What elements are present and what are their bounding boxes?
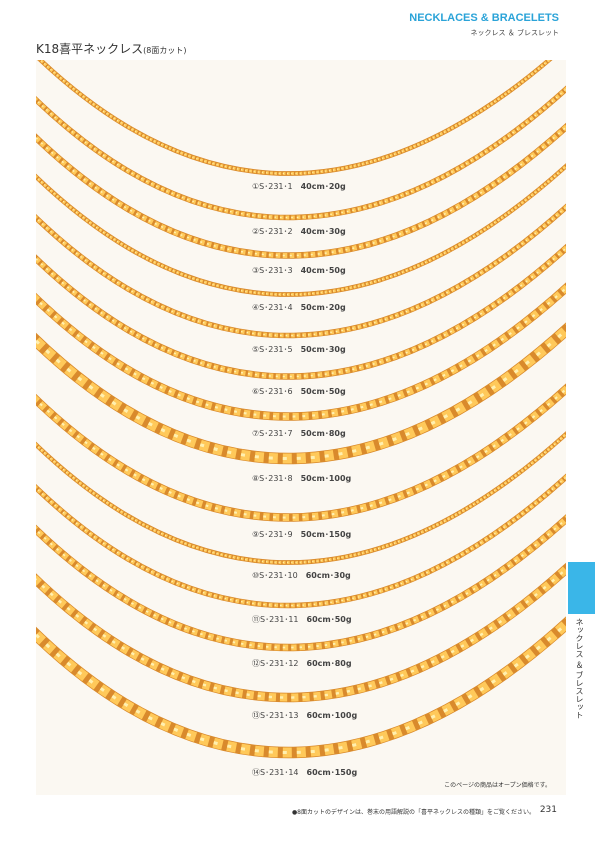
chain-shine xyxy=(36,206,566,337)
item-label: ⑤S･231･5 50cm･30g xyxy=(252,344,346,355)
item-number: ⑩ xyxy=(252,571,260,580)
item-number: ⑨ xyxy=(252,530,260,539)
item-number: ⑪ xyxy=(252,615,260,624)
chain-shine xyxy=(36,387,566,519)
item-number: ⑦ xyxy=(252,429,260,438)
price-note: このページの商品はオープン価格です。 xyxy=(444,782,551,789)
item-code: S･231･10 xyxy=(259,571,298,580)
item-spec: 50cm･150g xyxy=(300,530,352,539)
item-code: S･231･1 xyxy=(259,182,293,191)
chain-shine xyxy=(36,567,566,699)
chain-shine xyxy=(36,88,566,219)
item-label: ⑬S･231･13 60cm･100g xyxy=(252,710,357,721)
item-spec: 50cm･20g xyxy=(300,303,346,312)
item-code: S･231･12 xyxy=(260,659,299,668)
chains xyxy=(36,60,566,759)
item-code: S･231･11 xyxy=(260,615,299,624)
page-number: 231 xyxy=(539,805,557,815)
item-code: S･231･5 xyxy=(259,345,293,354)
item-spec: 50cm･100g xyxy=(300,474,352,483)
item-code: S･231･6 xyxy=(259,387,293,396)
item-code: S･231･14 xyxy=(260,768,299,777)
item-label: ⑨S･231･9 50cm･150g xyxy=(252,529,351,540)
item-spec: 50cm･80g xyxy=(300,429,346,438)
chain-shine xyxy=(36,517,566,649)
item-spec: 60cm･150g xyxy=(306,768,358,777)
item-label: ⑧S･231･8 50cm･100g xyxy=(252,473,351,484)
title-note: (8面カット) xyxy=(143,46,187,55)
item-label: ⑪S･231･11 60cm･50g xyxy=(252,614,352,625)
item-number: ④ xyxy=(252,303,260,312)
item-code: S･231･13 xyxy=(260,711,299,720)
item-spec: 40cm･30g xyxy=(300,227,346,236)
chain-links xyxy=(36,244,566,380)
item-label: ①S･231･1 40cm･20g xyxy=(252,181,346,192)
product-photo xyxy=(36,60,566,795)
item-code: S･231･7 xyxy=(259,429,293,438)
item-code: S･231･4 xyxy=(259,303,293,312)
item-label: ⑥S･231･6 50cm･50g xyxy=(252,386,346,397)
item-label: ⑭S･231･14 60cm･150g xyxy=(252,767,357,778)
chain-links xyxy=(36,123,566,259)
item-spec: 40cm･50g xyxy=(300,266,346,275)
item-spec: 60cm･100g xyxy=(306,711,358,720)
item-spec: 60cm･50g xyxy=(306,615,352,624)
item-code: S･231･9 xyxy=(259,530,293,539)
item-number: ⑧ xyxy=(252,474,260,483)
chain-shine xyxy=(39,60,550,174)
title-text: K18喜平ネックレス xyxy=(36,42,144,56)
item-number: ⑤ xyxy=(252,345,260,354)
item-code: S･231･3 xyxy=(259,266,293,275)
chain-shine xyxy=(36,621,566,755)
item-number: ① xyxy=(252,182,260,191)
item-code: S･231･2 xyxy=(259,227,293,236)
item-number: ③ xyxy=(252,266,260,275)
item-label: ⑦S･231･7 50cm･80g xyxy=(252,428,346,439)
item-number: ⑬ xyxy=(252,711,260,720)
chain-shine xyxy=(36,327,566,461)
item-number: ⑫ xyxy=(252,659,260,668)
item-number: ⑥ xyxy=(252,387,260,396)
item-label: ②S･231･2 40cm･30g xyxy=(252,226,346,237)
footer-note: ●8面カットのデザインは、巻末の用語解説の「喜平ネックレスの種類」をご覧ください… xyxy=(291,809,535,816)
item-spec: 50cm･30g xyxy=(300,345,346,354)
item-spec: 60cm･30g xyxy=(305,571,351,580)
page-title: K18喜平ネックレス(8面カット) xyxy=(36,40,186,57)
item-label: ④S･231･4 50cm･20g xyxy=(252,302,346,313)
item-label: ③S･231･3 40cm･50g xyxy=(252,265,346,276)
side-tab-text: ネックレス ＆ ブレスレット xyxy=(575,618,584,720)
side-tab-marker xyxy=(568,562,595,614)
chain-shine xyxy=(36,476,566,607)
header-subtitle: ネックレス ＆ ブレスレット xyxy=(470,29,559,37)
photo-background xyxy=(36,60,566,795)
item-label: ⑫S･231･12 60cm･80g xyxy=(252,658,352,669)
item-spec: 40cm･20g xyxy=(300,182,346,191)
item-spec: 60cm･80g xyxy=(306,659,352,668)
item-number: ⑭ xyxy=(252,768,260,777)
item-code: S･231･8 xyxy=(259,474,293,483)
item-number: ② xyxy=(252,227,260,236)
header-title: NECKLACES & BRACELETS xyxy=(409,12,559,24)
chain-shine xyxy=(36,286,566,418)
item-label: ⑩S･231･10 60cm･30g xyxy=(252,570,351,581)
item-spec: 50cm･50g xyxy=(300,387,346,396)
chain-shine xyxy=(36,165,566,295)
chain-shine xyxy=(36,433,566,563)
